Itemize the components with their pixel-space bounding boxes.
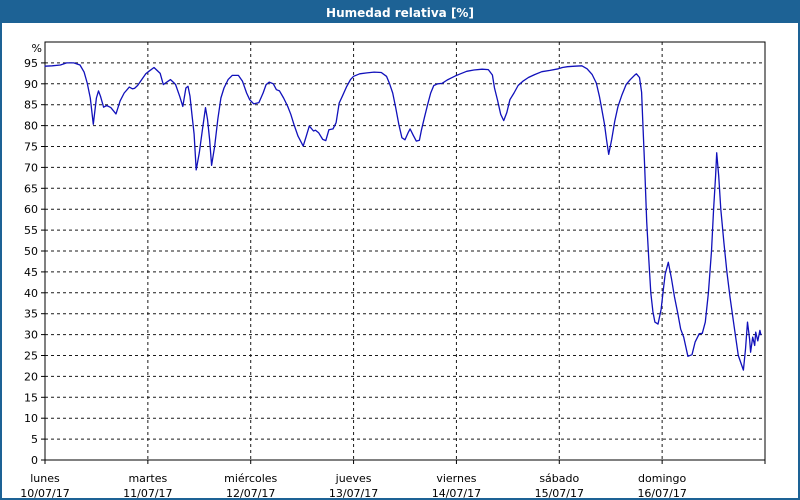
day-date-label: 15/07/17 <box>535 487 584 500</box>
y-tick-label: 80 <box>24 120 38 133</box>
y-tick-label: 60 <box>24 203 38 216</box>
window-titlebar: Humedad relativa [%] <box>2 2 798 23</box>
day-name-label: martes <box>128 472 167 485</box>
y-tick-label: 35 <box>24 308 38 321</box>
humidity-line <box>44 62 762 371</box>
y-tick-label: 85 <box>24 99 38 112</box>
day-name-label: jueves <box>335 472 372 485</box>
y-tick-label: 70 <box>24 161 38 174</box>
day-date-label: 10/07/17 <box>20 487 69 500</box>
y-tick-label: 40 <box>24 287 38 300</box>
y-tick-label: 0 <box>31 454 38 467</box>
y-tick-label: 50 <box>24 245 38 258</box>
day-name-label: lunes <box>30 472 60 485</box>
y-tick-label: 65 <box>24 182 38 195</box>
day-date-label: 14/07/17 <box>432 487 481 500</box>
humidity-chart: 0 5 10 15 20 25 30 35 40 45 50 55 60 65 70 75 80 85 90 95% l… <box>20 41 766 500</box>
y-tick-label: 30 <box>24 329 38 342</box>
day-date-label: 13/07/17 <box>329 487 378 500</box>
y-tick-label: 20 <box>24 370 38 383</box>
day-date-label: 11/07/17 <box>123 487 172 500</box>
y-tick-label: 90 <box>24 78 38 91</box>
day-name-label: domingo <box>638 472 686 485</box>
day-date-label: 16/07/17 <box>637 487 686 500</box>
day-name-label: viernes <box>436 472 476 485</box>
y-tick-label: 10 <box>24 412 38 425</box>
gridlines <box>45 42 765 460</box>
axes <box>41 41 766 464</box>
y-tick-label: 55 <box>24 224 38 237</box>
day-name-label: miércoles <box>224 472 277 485</box>
y-tick-label: 45 <box>24 266 38 279</box>
y-axis-unit-label: % <box>32 42 42 55</box>
y-tick-label: 25 <box>24 350 38 363</box>
x-axis-labels: lunes 10/07/17 martes 11/07/17 miércoles 12/0… <box>20 472 687 500</box>
data-series <box>44 62 762 371</box>
y-tick-label: 15 <box>24 391 38 404</box>
y-tick-label: 5 <box>31 433 38 446</box>
y-tick-label: 95 <box>24 57 38 70</box>
day-name-label: sábado <box>539 472 579 485</box>
chart-title: Humedad relativa [%] <box>326 5 474 20</box>
y-axis-labels: 0 5 10 15 20 25 30 35 40 45 50 55 60 65 70 75 80 85 90 95% <box>24 42 42 467</box>
y-tick-label: 75 <box>24 141 38 154</box>
day-date-label: 12/07/17 <box>226 487 275 500</box>
plot-frame <box>44 41 766 461</box>
